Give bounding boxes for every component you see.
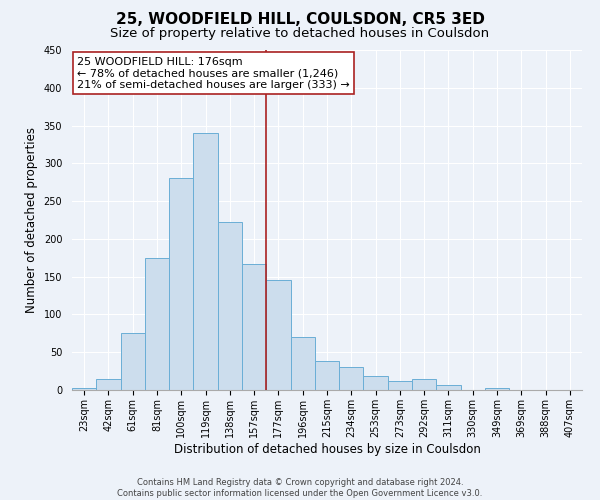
- Bar: [266, 280, 290, 390]
- Y-axis label: Number of detached properties: Number of detached properties: [25, 127, 38, 313]
- Bar: [290, 337, 315, 390]
- Bar: [339, 368, 364, 390]
- Text: 25 WOODFIELD HILL: 176sqm
← 78% of detached houses are smaller (1,246)
21% of se: 25 WOODFIELD HILL: 176sqm ← 78% of detac…: [77, 57, 350, 90]
- Bar: [96, 380, 121, 390]
- Bar: [72, 388, 96, 390]
- X-axis label: Distribution of detached houses by size in Coulsdon: Distribution of detached houses by size …: [173, 442, 481, 456]
- Bar: [169, 178, 193, 390]
- Bar: [412, 378, 436, 390]
- Bar: [218, 222, 242, 390]
- Bar: [436, 386, 461, 390]
- Bar: [485, 388, 509, 390]
- Text: 25, WOODFIELD HILL, COULSDON, CR5 3ED: 25, WOODFIELD HILL, COULSDON, CR5 3ED: [116, 12, 484, 28]
- Bar: [315, 362, 339, 390]
- Bar: [193, 133, 218, 390]
- Bar: [364, 376, 388, 390]
- Bar: [388, 381, 412, 390]
- Text: Contains HM Land Registry data © Crown copyright and database right 2024.
Contai: Contains HM Land Registry data © Crown c…: [118, 478, 482, 498]
- Bar: [242, 264, 266, 390]
- Text: Size of property relative to detached houses in Coulsdon: Size of property relative to detached ho…: [110, 28, 490, 40]
- Bar: [121, 334, 145, 390]
- Bar: [145, 258, 169, 390]
